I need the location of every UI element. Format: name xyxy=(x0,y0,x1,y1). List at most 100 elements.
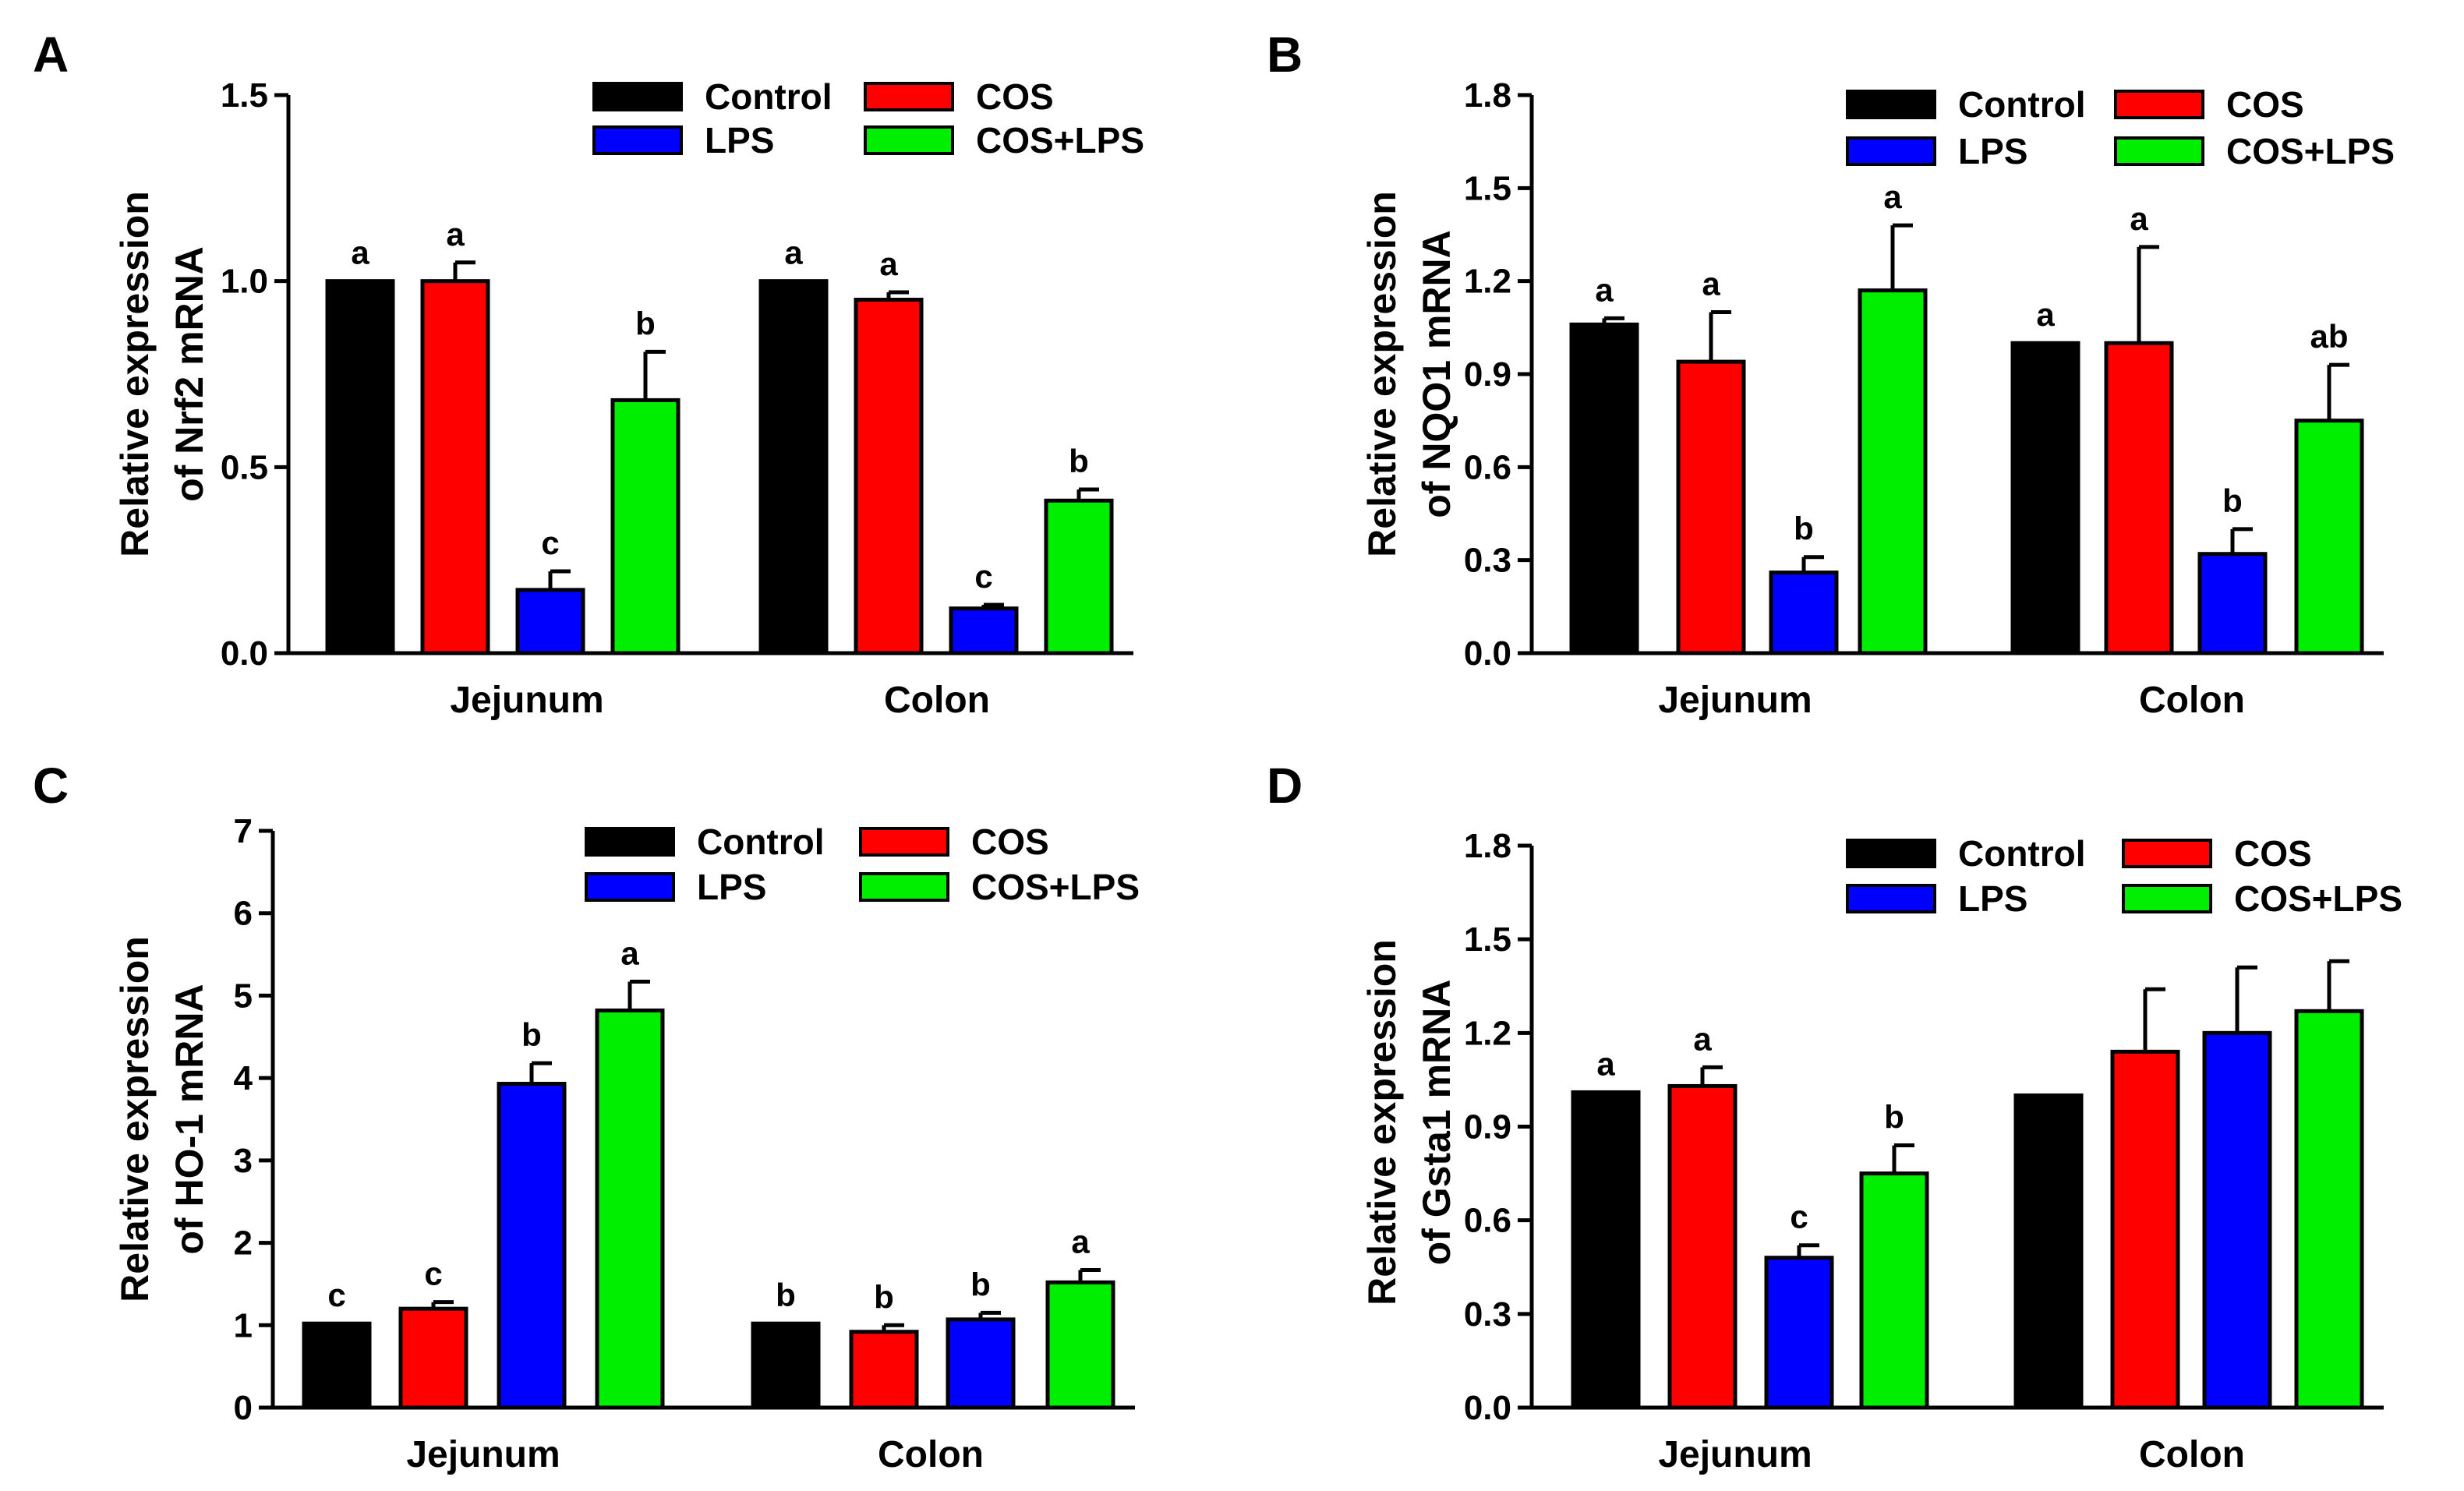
y-tick-label: 0.6 xyxy=(1464,448,1511,486)
significance-label: c xyxy=(974,558,992,595)
significance-label: a xyxy=(1883,178,1902,215)
legend-entry: COS xyxy=(864,76,1054,117)
bar-cos-lps xyxy=(2294,1009,2364,1410)
panel-letter: D xyxy=(1267,758,1303,814)
bar-control xyxy=(2013,1093,2084,1410)
legend-swatch xyxy=(864,125,954,155)
significance-label: b xyxy=(521,1016,542,1053)
bar-lps xyxy=(515,588,585,655)
legend-label: LPS xyxy=(697,867,766,907)
bar-cos-lps xyxy=(1045,1280,1115,1410)
legend-swatch xyxy=(1846,884,1936,913)
legend-entry: LPS xyxy=(585,867,766,907)
y-tick-label: 1.0 xyxy=(221,263,268,301)
bar-cos xyxy=(1676,359,1746,655)
legend-swatch xyxy=(859,872,949,902)
y-axis-title: Relative expression xyxy=(1360,191,1404,557)
significance-label: b xyxy=(635,305,656,341)
bar-control xyxy=(758,279,829,655)
category-label: Colon xyxy=(878,1434,984,1475)
y-tick-label: 1.8 xyxy=(1464,827,1511,865)
legend-swatch xyxy=(592,125,683,155)
panel-B: B 0.0 0.3 0.6 0.9 1.2 1.5 1.8 Relative expressio… xyxy=(1267,26,2395,721)
y-tick-label: 0.0 xyxy=(1464,634,1511,673)
bar-control xyxy=(302,1321,372,1410)
legend-entry: LPS xyxy=(592,120,774,161)
bar-cos-lps xyxy=(1858,288,1928,655)
legend-entry: COS+LPS xyxy=(864,120,1144,161)
significance-label: a xyxy=(351,235,369,271)
bar-control xyxy=(1569,322,1639,655)
category-label: Jejunum xyxy=(1658,1434,1812,1475)
bar-control xyxy=(1571,1090,1641,1410)
significance-label: a xyxy=(784,235,803,271)
category-label: Jejunum xyxy=(406,1434,560,1475)
significance-label: b xyxy=(776,1277,796,1313)
legend-label: COS xyxy=(2226,84,2304,125)
legend-label: COS+LPS xyxy=(2226,131,2395,171)
bar-cos-lps xyxy=(610,397,681,655)
category-label: Jejunum xyxy=(450,680,603,721)
significance-label: a xyxy=(1702,265,1720,302)
significance-label: c xyxy=(327,1277,345,1313)
bar-control xyxy=(2010,341,2080,655)
y-tick-label: 1 xyxy=(234,1306,253,1344)
legend-swatch xyxy=(585,872,675,902)
legend-label: COS xyxy=(971,821,1049,862)
legend-swatch xyxy=(2114,90,2204,119)
bar-cos xyxy=(854,298,924,655)
significance-label: a xyxy=(446,216,465,253)
significance-label: b xyxy=(2222,482,2243,519)
legend-label: LPS xyxy=(1958,878,2027,919)
significance-label: a xyxy=(620,935,639,971)
legend-entry: COS xyxy=(859,821,1049,862)
significance-label: c xyxy=(424,1256,442,1292)
bar-lps xyxy=(946,1317,1016,1410)
panel-D: D 0.0 0.3 0.6 0.9 1.2 1.5 1.8 Relative expressio… xyxy=(1267,758,2402,1475)
y-tick-label: 0.3 xyxy=(1464,1295,1511,1334)
y-tick-label: 3 xyxy=(234,1142,253,1180)
legend-label: Control xyxy=(705,76,833,117)
y-tick-label: 1.2 xyxy=(1464,1014,1511,1052)
legend-entry: COS+LPS xyxy=(2114,131,2395,171)
significance-label: a xyxy=(2036,296,2055,333)
bar-cos xyxy=(2110,1049,2180,1410)
category-label: Colon xyxy=(2139,680,2245,721)
y-axis-title: Relative expression xyxy=(1360,939,1404,1306)
legend-entry: LPS xyxy=(1846,878,2027,919)
legend-entry: Control xyxy=(592,76,833,117)
significance-label: b xyxy=(970,1266,991,1302)
legend-label: Control xyxy=(1958,833,2086,874)
bar-cos xyxy=(849,1330,919,1410)
legend-label: COS+LPS xyxy=(976,120,1144,161)
y-tick-label: 0.9 xyxy=(1464,1108,1511,1147)
significance-label: b xyxy=(1069,443,1089,479)
legend-label: COS+LPS xyxy=(2234,878,2402,919)
legend-entry: Control xyxy=(1846,84,2086,125)
y-axis-title: of Nrf2 mRNA xyxy=(168,246,211,502)
panel-letter: A xyxy=(33,26,69,83)
significance-label: b xyxy=(1794,511,1814,547)
legend-label: COS xyxy=(976,76,1054,117)
y-tick-label: 1.5 xyxy=(1464,169,1511,207)
bar-cos xyxy=(1667,1083,1738,1410)
legend-label: LPS xyxy=(705,120,774,161)
bar-lps xyxy=(1769,571,1839,655)
bar-lps xyxy=(949,606,1019,655)
panel-C: C 0 1 2 3 4 5 6 7 Relative expression of HO-1 mRNA… xyxy=(33,758,1140,1475)
panel-A: A 0.0 0.5 1.0 1.5 Relative expression of Nrf2 … xyxy=(33,26,1144,721)
bar-cos-lps xyxy=(1859,1171,1929,1410)
significance-label: a xyxy=(2130,200,2148,237)
legend-entry: Control xyxy=(1846,833,2086,874)
legend-swatch xyxy=(2122,884,2212,913)
y-axis-title: of HO-1 mRNA xyxy=(168,984,211,1254)
y-tick-label: 7 xyxy=(234,812,253,850)
bar-cos-lps xyxy=(1044,498,1114,655)
bar-lps xyxy=(497,1082,567,1410)
significance-label: ab xyxy=(2310,318,2348,355)
y-tick-label: 0.0 xyxy=(221,634,268,673)
y-tick-label: 1.8 xyxy=(1464,76,1511,115)
legend-swatch xyxy=(2122,839,2212,868)
bar-cos xyxy=(398,1306,468,1410)
y-tick-label: 0 xyxy=(234,1389,253,1427)
